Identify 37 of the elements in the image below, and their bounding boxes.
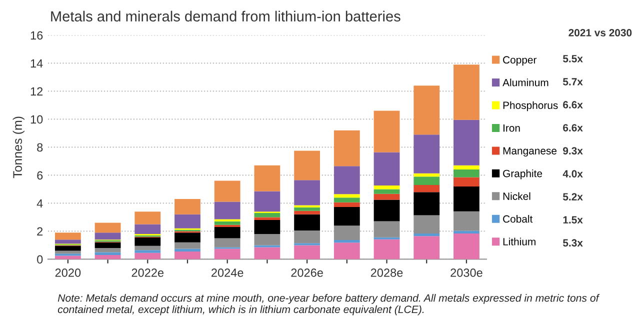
x-tick-label: 2026e	[291, 268, 323, 277]
text: 6.6x	[563, 101, 583, 108]
x-tick-label: 2030e	[450, 268, 482, 277]
y-tick-label: 14	[30, 59, 43, 68]
text: 2021 vs 2030	[568, 29, 632, 36]
x-tick-label: 2028e	[370, 268, 403, 277]
legend-label: Lithium	[503, 238, 536, 246]
y-tick-label: 16	[30, 31, 43, 40]
y-tick-label: 0	[37, 255, 43, 264]
x-tick-label: 2022e	[132, 268, 164, 277]
legend-label: Manganese	[503, 147, 557, 157]
legend-label: Graphite	[503, 170, 542, 180]
legend-label: Cobalt	[503, 215, 533, 223]
text: 6.6x	[563, 124, 583, 132]
y-tick-label: 6	[37, 171, 43, 180]
text: 5.7x	[562, 78, 583, 86]
y-axis-title: Tonnes (m)	[12, 116, 24, 178]
y-tick-label: 8	[37, 143, 43, 152]
legend-label: Copper	[503, 56, 537, 66]
chart-title: Metals and minerals demand from lithium-ion batteries	[51, 10, 400, 22]
text: Note: Metals demand occurs at mine mouth, one-year before battery demand. All metals expressed in metric tons of contained metal, except lithium, which is in lithium carbonate equivalent (LCE).	[58, 294, 600, 316]
y-tick-label: 4	[36, 199, 43, 208]
text: 1.5x	[563, 216, 583, 224]
text: 5.5x	[562, 55, 583, 62]
text: 9.3x	[563, 147, 583, 154]
text: 4.0x	[562, 170, 583, 178]
y-tick-label: 12	[30, 87, 43, 96]
legend-label: Aluminum	[502, 78, 548, 86]
text: 5.3x	[562, 239, 583, 247]
text: 5.2x	[562, 193, 583, 201]
legend-label: Phosphorus	[503, 101, 558, 112]
x-tick-label: 2020	[55, 268, 81, 277]
legend-label: Iron	[504, 124, 520, 132]
y-tick-label: 10	[30, 115, 43, 124]
legend-label: Nickel	[503, 192, 530, 200]
x-tick-label: 2024e	[212, 268, 244, 277]
y-tick-label: 2	[37, 227, 43, 236]
